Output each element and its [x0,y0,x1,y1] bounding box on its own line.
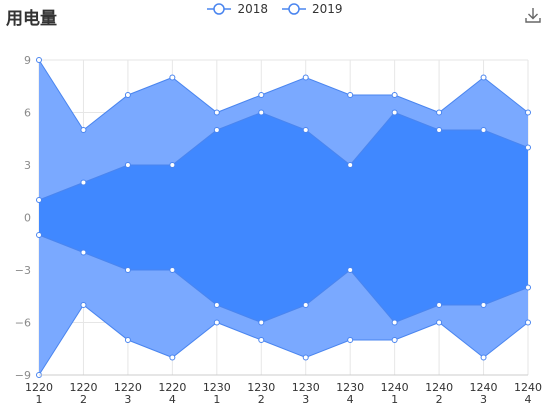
data-point [213,127,220,133]
y-tick-label: −3 [15,264,31,277]
y-tick-label: 6 [24,107,31,120]
series-2019-upper-line [38,111,529,201]
data-point [347,337,354,343]
data-point [124,162,131,168]
data-point [436,109,443,116]
data-point [169,354,176,361]
data-point [80,127,87,133]
y-tick-label: 9 [24,54,31,67]
data-point [169,162,176,168]
data-point [213,109,220,116]
data-point [169,74,176,81]
x-tick-label: 1240 2 [425,381,453,406]
series-2018-lower-line [38,304,529,376]
data-point [436,127,443,133]
data-point [302,74,309,81]
legend: 2018 2019 [0,2,550,16]
data-point [525,109,531,116]
data-point [302,302,309,308]
legend-label-2018: 2018 [237,2,268,16]
data-point [391,337,398,343]
legend-marker-icon [282,3,306,15]
data-point [302,354,309,361]
x-tick-label: 1220 4 [158,381,186,406]
data-point [391,92,398,98]
data-point [213,319,220,326]
data-point [347,162,354,168]
x-tick-label: 1240 3 [470,381,498,406]
data-point [124,92,131,98]
data-point [525,144,531,151]
data-point [525,319,531,326]
data-point [391,109,398,116]
data-point [36,57,42,63]
legend-marker-icon [207,3,232,15]
chart-title: 用电量 [6,9,57,29]
data-point [80,179,87,186]
data-point [213,302,220,308]
data-point [258,109,265,116]
y-tick-label: −6 [15,317,31,330]
data-point [169,267,176,273]
series-2019-lower-line [38,234,529,324]
data-point [525,284,531,291]
x-tick-label: 1220 2 [69,381,97,406]
y-tick-label: 0 [24,212,31,225]
data-point [480,74,487,81]
x-tick-label: 1220 1 [25,381,53,406]
legend-item-2019[interactable]: 2019 [282,2,343,16]
data-point [124,267,131,273]
data-point [480,302,487,308]
data-point [80,249,87,256]
data-point [36,197,42,203]
data-point [347,92,354,98]
y-tick-label: 3 [24,159,31,172]
x-tick-label: 1230 4 [336,381,364,406]
x-tick-label: 1230 2 [247,381,275,406]
legend-item-2018[interactable]: 2018 [207,2,268,16]
x-tick-label: 1230 1 [203,381,231,406]
x-tick-label: 1240 1 [381,381,409,406]
data-point [480,127,487,133]
data-point [258,92,265,98]
x-tick-label: 1240 4 [514,381,542,406]
series-2018-upper-line [38,59,529,131]
data-point [258,337,265,343]
data-point [302,127,309,133]
data-point [80,302,87,308]
data-point [391,319,398,326]
data-point [436,302,443,308]
y-tick-label: −9 [15,369,31,382]
x-tick-label: 1220 3 [114,381,142,406]
legend-label-2019: 2019 [312,2,343,16]
data-point [436,319,443,326]
data-point [347,267,354,273]
data-point [258,319,265,326]
download-icon[interactable] [524,6,542,24]
data-point [480,354,487,361]
x-tick-label: 1230 3 [292,381,320,406]
data-point [36,232,42,238]
data-point [124,337,131,343]
